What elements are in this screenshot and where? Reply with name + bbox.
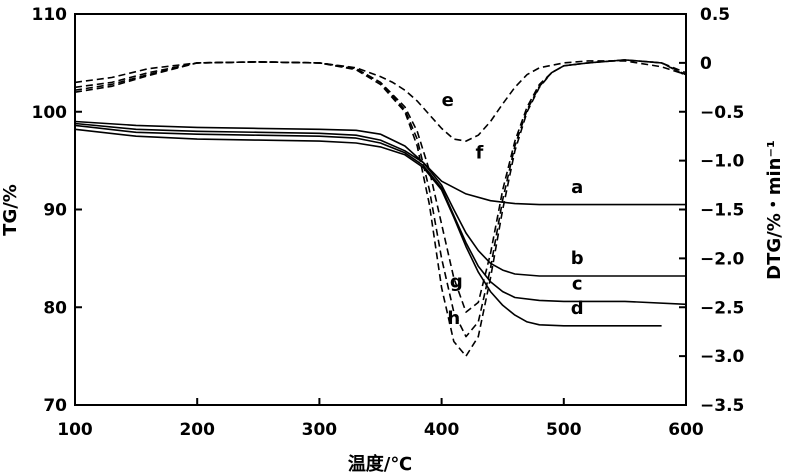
y-right-tick-label: −1.0 (700, 152, 745, 172)
curve-label-h: h (447, 308, 460, 329)
y-right-tick-label: −2.0 (700, 249, 745, 269)
y-left-tick-label: 90 (43, 201, 67, 221)
y-axis-title-right: DTG/%・min⁻¹ (764, 140, 785, 280)
curve-d (74, 128, 662, 327)
x-tick-label: 200 (179, 420, 215, 440)
x-tick-label: 300 (302, 420, 338, 440)
curve-e (74, 60, 687, 142)
curve-label-b: b (571, 248, 584, 269)
curve-g (74, 59, 687, 338)
curve-label-g: g (450, 272, 463, 293)
curves-layer (74, 59, 687, 357)
x-axis-title: 温度/℃ (348, 453, 412, 475)
curve-f (74, 59, 687, 313)
y-right-tick-label: 0 (700, 54, 712, 74)
y-right-tick-label: −3.5 (700, 396, 744, 416)
y-left-tick-label: 80 (43, 298, 67, 318)
curve-label-d: d (571, 298, 584, 319)
curve-label-e: e (442, 90, 454, 111)
curve-b (74, 122, 686, 277)
y-axis-title-left: TG/% (0, 184, 21, 236)
y-left-tick-label: 110 (32, 5, 68, 25)
curve-label-f: f (476, 143, 484, 164)
y-left-tick-label: 100 (32, 103, 68, 123)
curve-c (74, 124, 687, 306)
x-tick-label: 500 (546, 420, 582, 440)
y-right-tick-label: −0.5 (700, 103, 744, 123)
y-right-tick-label: −2.5 (700, 298, 744, 318)
x-tick-label: 400 (424, 420, 460, 440)
x-tick-label: 100 (57, 420, 93, 440)
curve-h (74, 59, 687, 357)
y-left-tick-label: 70 (43, 396, 67, 416)
ticks-layer: 100 200 300 400 500 600 70 80 90 100 110 −3.5 −3.0 −2… (32, 5, 745, 440)
curve-label-a: a (571, 177, 583, 198)
y-right-tick-label: −3.0 (700, 347, 745, 367)
labels-layer: a bcd e f gh (442, 90, 584, 329)
x-tick-label: 600 (668, 420, 704, 440)
curve-label-c: c (572, 274, 583, 295)
plot-frame (74, 13, 687, 406)
y-right-tick-label: −1.5 (700, 201, 744, 221)
y-right-tick-label: 0.5 (700, 5, 730, 25)
